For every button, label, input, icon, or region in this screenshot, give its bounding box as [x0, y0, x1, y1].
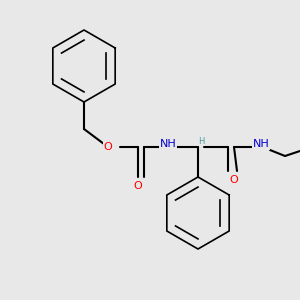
Text: O: O — [103, 142, 112, 152]
Text: H: H — [198, 136, 204, 146]
Text: NH: NH — [253, 139, 269, 149]
Text: O: O — [134, 181, 142, 191]
Text: O: O — [230, 175, 238, 185]
Text: NH: NH — [160, 139, 176, 149]
